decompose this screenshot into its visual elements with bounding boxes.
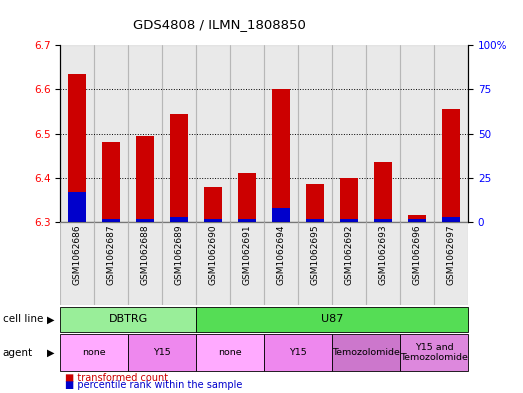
Bar xyxy=(238,219,256,222)
Bar xyxy=(400,45,434,222)
Text: GSM1062697: GSM1062697 xyxy=(447,224,456,285)
Text: Y15: Y15 xyxy=(153,348,171,357)
Text: Y15 and
Temozolomide: Y15 and Temozolomide xyxy=(400,343,468,362)
Bar xyxy=(102,219,120,222)
Bar xyxy=(162,45,196,222)
Bar xyxy=(204,219,222,222)
Text: cell line: cell line xyxy=(3,314,43,324)
Text: GSM1062694: GSM1062694 xyxy=(277,224,286,285)
Text: GSM1062692: GSM1062692 xyxy=(345,224,354,285)
Bar xyxy=(374,162,392,222)
Bar xyxy=(400,222,434,305)
Text: DBTRG: DBTRG xyxy=(108,314,148,324)
Bar xyxy=(170,114,188,222)
Text: Temozolomide: Temozolomide xyxy=(332,348,400,357)
Bar xyxy=(162,222,196,305)
Bar xyxy=(306,184,324,222)
Text: GDS4808 / ILMN_1808850: GDS4808 / ILMN_1808850 xyxy=(133,18,306,31)
Bar xyxy=(94,45,128,222)
Bar xyxy=(442,109,460,222)
Bar xyxy=(298,222,332,305)
Bar xyxy=(340,219,358,222)
Bar xyxy=(60,222,94,305)
Text: ■ transformed count: ■ transformed count xyxy=(65,373,168,383)
Text: agent: agent xyxy=(3,348,33,358)
Bar xyxy=(136,136,154,222)
Text: U87: U87 xyxy=(321,314,343,324)
Text: none: none xyxy=(218,348,242,357)
Bar xyxy=(68,74,86,222)
Bar xyxy=(128,222,162,305)
Bar xyxy=(434,45,468,222)
Text: Y15: Y15 xyxy=(289,348,307,357)
Text: none: none xyxy=(82,348,106,357)
Text: GSM1062695: GSM1062695 xyxy=(311,224,320,285)
Text: GSM1062691: GSM1062691 xyxy=(243,224,252,285)
Text: GSM1062690: GSM1062690 xyxy=(209,224,218,285)
Text: ▶: ▶ xyxy=(48,348,55,358)
Bar xyxy=(94,222,128,305)
Bar xyxy=(136,219,154,222)
Text: GSM1062689: GSM1062689 xyxy=(175,224,184,285)
Bar xyxy=(306,219,324,222)
Bar xyxy=(230,222,264,305)
Bar xyxy=(68,192,86,222)
Bar xyxy=(408,219,426,222)
Bar xyxy=(170,217,188,222)
Bar xyxy=(128,45,162,222)
Bar xyxy=(332,222,366,305)
Text: GSM1062686: GSM1062686 xyxy=(73,224,82,285)
Bar xyxy=(196,222,230,305)
Text: GSM1062687: GSM1062687 xyxy=(107,224,116,285)
Bar xyxy=(366,222,400,305)
Bar xyxy=(204,187,222,222)
Bar xyxy=(408,215,426,222)
Bar xyxy=(230,45,264,222)
Bar xyxy=(238,173,256,222)
Bar xyxy=(272,208,290,222)
Text: ■ percentile rank within the sample: ■ percentile rank within the sample xyxy=(65,380,243,390)
Text: GSM1062696: GSM1062696 xyxy=(413,224,422,285)
Text: GSM1062693: GSM1062693 xyxy=(379,224,388,285)
Bar xyxy=(264,45,298,222)
Bar xyxy=(442,217,460,222)
Bar xyxy=(340,178,358,222)
Bar xyxy=(374,219,392,222)
Bar xyxy=(272,90,290,222)
Bar xyxy=(102,142,120,222)
Bar xyxy=(332,45,366,222)
Bar xyxy=(366,45,400,222)
Bar xyxy=(434,222,468,305)
Text: ▶: ▶ xyxy=(48,314,55,324)
Text: GSM1062688: GSM1062688 xyxy=(141,224,150,285)
Bar xyxy=(60,45,94,222)
Bar xyxy=(264,222,298,305)
Bar xyxy=(196,45,230,222)
Bar xyxy=(298,45,332,222)
